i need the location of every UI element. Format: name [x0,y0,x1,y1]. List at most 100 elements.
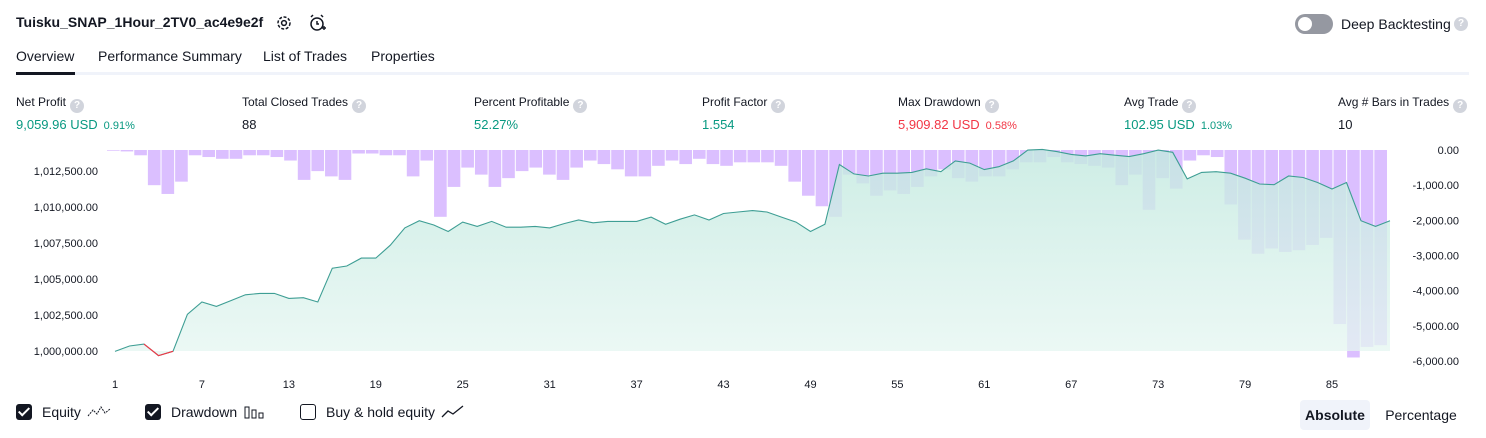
metric-percent: 1.03% [1200,120,1233,132]
metric-max-drawdown: Max Drawdown? 5,909.82 USD 0.58% [898,95,1017,132]
drawdown-bar [774,150,788,166]
legend-equity[interactable]: Equity [16,404,111,420]
tab-properties[interactable]: Properties [371,48,435,64]
x-tick-label: 43 [717,379,729,391]
metric-value: 102.95 USD [1124,117,1195,132]
drawdown-bar [652,150,665,166]
drawdown-checkbox[interactable] [145,404,161,420]
help-icon[interactable]: ? [1453,99,1468,113]
y-left-tick-label: 1,007,500.00 [34,238,98,250]
deep-backtesting-toggle[interactable] [1295,14,1333,34]
help-icon[interactable]: ? [771,99,786,113]
drawdown-bar [706,150,720,165]
drawdown-bar [788,150,802,182]
equity-line [114,148,1391,357]
y-right-tick-label: -2,000.00 [1413,215,1459,227]
drawdown-bar [365,150,379,154]
drawdown-bar [338,150,352,180]
y-left-tick-label: 1,010,000.00 [34,202,98,214]
add-alert-clock-icon[interactable] [307,13,327,33]
y-left-tick-label: 1,000,000.00 [34,346,98,358]
drawdown-bar [761,150,774,163]
drawdown-bar [393,150,406,156]
metric-label: Avg # Bars in Trades [1338,95,1450,109]
x-tick-label: 49 [804,379,816,391]
legend-label: Equity [42,404,81,420]
metric-label: Net Profit [16,95,67,109]
x-tick-label: 31 [544,379,556,391]
buy-hold-checkbox[interactable] [300,404,316,420]
metric-value: 10 [1338,117,1353,132]
tab-overview[interactable]: Overview [16,48,75,64]
drawdown-bar [420,150,434,161]
drawdown-bar [379,150,393,156]
drawdown-bar [1183,150,1197,161]
x-tick-label: 1 [112,379,118,391]
y-right-tick-label: -3,000.00 [1413,251,1459,263]
equity-negative-line [143,343,174,357]
y-left-tick-label: 1,012,500.00 [34,166,98,178]
y-right-tick-label: -1,000.00 [1413,180,1459,192]
drawdown-bar [679,150,692,165]
x-tick-label: 67 [1065,379,1077,391]
drawdown-bar [107,150,120,151]
drawdown-bar [802,150,815,196]
drawdown-bar [229,150,243,159]
drawdown-bar [256,150,270,156]
drawdown-bar [624,150,638,177]
metric-profit-factor: Profit Factor? 1.554 [702,95,786,132]
y-right-tick-label: -5,000.00 [1413,321,1459,333]
drawdown-bar [134,150,147,156]
help-icon[interactable]: ? [573,99,588,113]
metric-label: Total Closed Trades [242,95,349,109]
tab-performance-summary[interactable]: Performance Summary [98,48,242,64]
x-tick-label: 25 [457,379,469,391]
drawdown-bar [311,150,325,172]
x-tick-label: 61 [978,379,990,391]
help-icon[interactable]: ? [1182,99,1197,113]
scale-absolute-button[interactable]: Absolute [1300,400,1370,430]
equity-checkbox[interactable] [16,404,32,420]
metric-percent: 0.58% [985,120,1017,132]
tab-list-of-trades[interactable]: List of Trades [263,48,348,64]
drawdown-bar [638,150,652,177]
drawdown-bar [692,150,706,159]
metric-value: 5,909.82 USD [898,117,980,132]
help-icon[interactable]: ? [70,99,85,113]
y-left-tick-label: 1,005,000.00 [34,274,98,286]
drawdown-bar [747,150,761,163]
drawdown-bar [665,150,679,161]
drawdown-bar [447,150,461,187]
strategy-name: Tuisku_SNAP_1Hour_2TV0_ac4e9e2f [16,14,264,30]
scale-percentage-button[interactable]: Percentage [1385,407,1457,423]
help-icon[interactable]: ? [984,99,999,113]
active-tab-indicator [16,72,75,75]
equity-area [115,149,1390,356]
drawdown-bar [938,150,951,170]
drawdown-bar [733,150,747,163]
x-tick-label: 13 [283,379,295,391]
legend-drawdown[interactable]: Drawdown [145,404,265,420]
drawdown-bar [270,150,284,158]
drawdown-bar [488,150,502,187]
x-tick-label: 19 [370,379,382,391]
legend-label: Buy & hold equity [326,404,435,420]
legend-buy-hold[interactable]: Buy & hold equity [300,404,465,420]
metric-value: 52.27% [474,117,519,132]
settings-gear-icon[interactable] [274,13,294,33]
drawdown-bar [597,150,611,165]
tabs-divider [16,72,1469,75]
metric-percent: 0.91% [103,120,135,132]
x-tick-label: 85 [1326,379,1338,391]
help-icon[interactable]: ? [1454,17,1468,31]
drawdown-bar [570,150,583,168]
y-right-tick-label: -6,000.00 [1413,356,1459,368]
drawdown-bar [161,150,175,194]
drawdown-bars-icon [244,406,264,419]
metric-net-profit: Net Profit? 9,059.96 USD 0.91% [16,95,135,132]
y-left-tick-label: 1,002,500.00 [34,310,98,322]
drawdown-bar [1210,150,1224,158]
help-icon[interactable]: ? [352,99,367,113]
metric-total-closed-trades: Total Closed Trades? 88 [242,95,367,132]
